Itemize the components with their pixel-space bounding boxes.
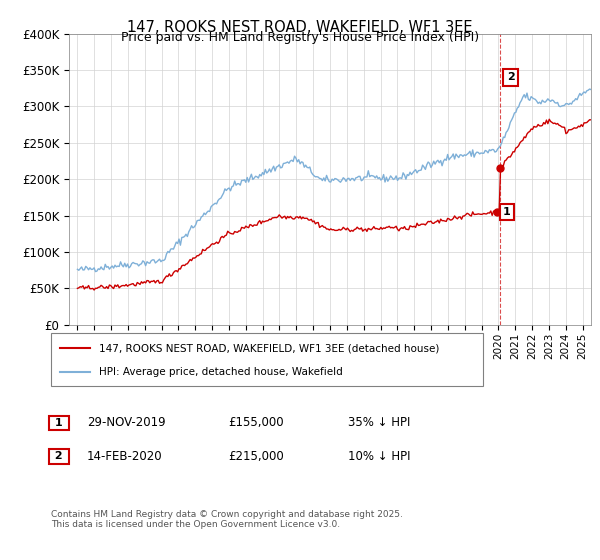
Text: 29-NOV-2019: 29-NOV-2019 [87,416,166,430]
Text: 10% ↓ HPI: 10% ↓ HPI [348,450,410,463]
Text: 1: 1 [51,418,67,428]
FancyBboxPatch shape [51,333,483,386]
Text: Contains HM Land Registry data © Crown copyright and database right 2025.
This d: Contains HM Land Registry data © Crown c… [51,510,403,529]
Text: 147, ROOKS NEST ROAD, WAKEFIELD, WF1 3EE: 147, ROOKS NEST ROAD, WAKEFIELD, WF1 3EE [127,20,473,35]
Text: 2: 2 [51,451,67,461]
Text: 147, ROOKS NEST ROAD, WAKEFIELD, WF1 3EE (detached house): 147, ROOKS NEST ROAD, WAKEFIELD, WF1 3EE… [98,343,439,353]
Text: 14-FEB-2020: 14-FEB-2020 [87,450,163,463]
Text: 1: 1 [503,207,511,217]
Text: HPI: Average price, detached house, Wakefield: HPI: Average price, detached house, Wake… [98,366,342,376]
Text: £215,000: £215,000 [228,450,284,463]
Text: 2: 2 [506,72,514,82]
Text: £155,000: £155,000 [228,416,284,430]
Text: 35% ↓ HPI: 35% ↓ HPI [348,416,410,430]
Text: Price paid vs. HM Land Registry's House Price Index (HPI): Price paid vs. HM Land Registry's House … [121,31,479,44]
